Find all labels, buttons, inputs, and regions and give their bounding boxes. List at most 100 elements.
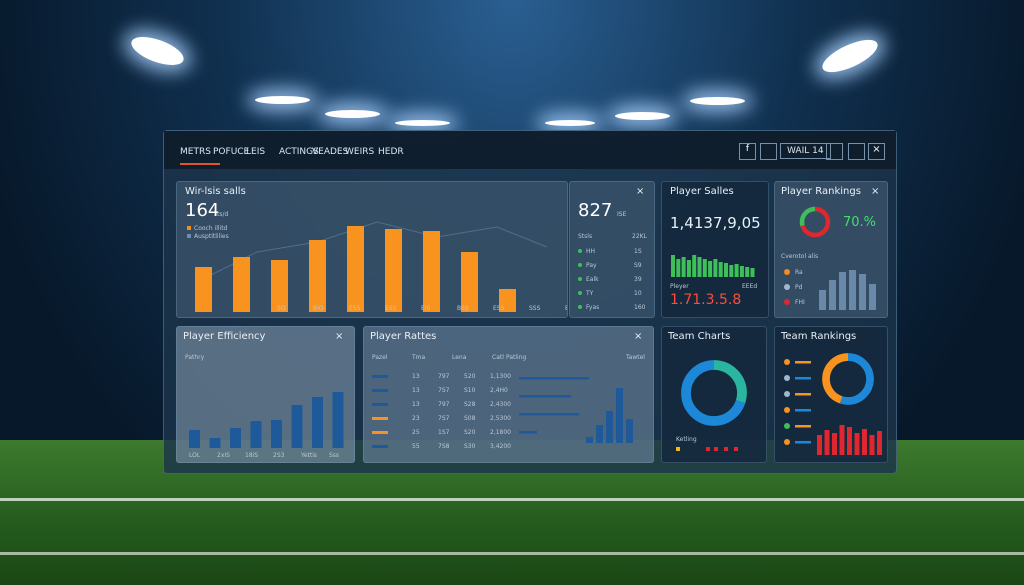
panel-title: Player Rankings — [781, 186, 861, 197]
bar — [739, 266, 744, 277]
floodlight — [690, 97, 745, 105]
row-icon — [784, 269, 790, 275]
hbar — [519, 413, 579, 416]
bar — [499, 289, 516, 312]
table-cell: 55 — [412, 443, 420, 450]
nav-item[interactable]: METRS — [180, 147, 211, 157]
bar — [718, 262, 723, 277]
icon-button[interactable] — [826, 143, 843, 160]
caption: Pleyer — [670, 283, 689, 290]
bar — [859, 274, 866, 310]
panel-svg: Team Charts Ketling — [667, 331, 747, 451]
bar — [839, 272, 846, 310]
bar — [839, 425, 845, 455]
status-dot — [578, 263, 582, 267]
row-icon — [784, 407, 790, 413]
bar — [676, 259, 681, 277]
floodlight — [325, 110, 380, 118]
bar — [309, 240, 326, 312]
table-header: Patling — [506, 354, 527, 361]
legend-entry: Ausptitlilies — [194, 233, 229, 240]
kpi-value: 164 — [185, 200, 219, 221]
nav-item[interactable]: HEDR — [378, 147, 404, 157]
bar — [862, 429, 867, 455]
x-tick-label: SSS — [529, 305, 541, 312]
bar — [734, 264, 739, 277]
dashboard: f WAIL 14 × METRS POFUCE LEIS ACTINGS VEADES… — [163, 130, 897, 474]
bar — [702, 259, 707, 277]
table-cell: S20 — [464, 429, 476, 436]
bar — [729, 265, 734, 277]
hbar — [519, 395, 571, 398]
icon-button[interactable] — [760, 143, 777, 160]
row-value: 160 — [634, 304, 646, 311]
caption: Pathry — [185, 354, 205, 361]
row-label: FHI — [795, 299, 805, 306]
status-dot — [578, 305, 582, 309]
table-cell: S10 — [464, 387, 476, 394]
bar — [606, 411, 613, 443]
nav-item[interactable]: WEIRS — [345, 147, 375, 157]
nav-item[interactable]: ACTINGS — [279, 147, 319, 157]
icon-button[interactable]: f — [739, 143, 756, 160]
row-icon — [784, 299, 790, 305]
panel-stat: × 827 ISE Stsls 22KL HH 1S Pay S9 Ealk 39 TY 10 Fyas 1… — [569, 181, 655, 318]
floodlight — [615, 112, 670, 120]
table-cell: 7S8 — [438, 443, 450, 450]
x-tick-label: EIS — [421, 305, 431, 312]
x-tick-label: BSS — [457, 305, 469, 312]
x-tick-label: ESS — [349, 305, 361, 312]
floodlight — [545, 120, 595, 126]
x-tick-label: ESS — [385, 305, 397, 312]
bar — [195, 267, 212, 312]
kpi-value: 1,4137,9,05 — [670, 214, 761, 232]
bar — [616, 388, 623, 443]
tag: EEEd — [742, 283, 757, 290]
row-chip — [372, 389, 388, 392]
row-icon — [784, 423, 790, 429]
nav-bar: f WAIL 14 × METRS POFUCE LEIS ACTINGS VEADES… — [164, 131, 896, 169]
bar — [332, 392, 344, 448]
bar — [461, 252, 478, 312]
row-value: 1S — [634, 248, 642, 255]
legend-swatch — [187, 226, 191, 230]
nav-item[interactable]: LEIS — [246, 147, 266, 157]
bar — [745, 267, 750, 277]
close-icon: × — [335, 331, 343, 342]
table-cell: 13 — [412, 387, 420, 394]
bar — [189, 430, 200, 448]
bar — [312, 397, 323, 448]
bar — [586, 437, 593, 443]
x-tick-label: 2xIS — [217, 452, 230, 459]
panel-svg: Player Efficiency × Pathry LOL 2xIS 18iS 2S3 Ye… — [183, 331, 344, 459]
panel-svg: Player Rankings × 70.% Cverotol alis Ra Pd FHI — [781, 186, 879, 310]
row-value: 10 — [634, 290, 642, 297]
legend-chip — [734, 447, 738, 451]
panel-efficiency: Player Efficiency × Pathry LOL 2xIS 18iS 2S3 Ye… — [176, 326, 355, 463]
x-tick-label: Sss — [329, 452, 339, 459]
close-icon: × — [636, 186, 644, 197]
icon-button[interactable] — [848, 143, 865, 160]
badge[interactable]: WAIL 14 — [780, 143, 831, 159]
nav-item[interactable]: VEADES — [312, 147, 349, 157]
donut-segment — [799, 206, 831, 238]
nav-item[interactable]: POFUCE — [213, 147, 250, 157]
x-tick-label: ESS — [565, 305, 567, 312]
table-cell: S08 — [464, 415, 476, 422]
panel-title: Team Charts — [667, 331, 730, 342]
bar — [832, 433, 837, 455]
bar — [686, 260, 691, 277]
table-cell: 2,1800 — [490, 429, 511, 436]
bar — [385, 229, 402, 312]
table-header: Tawtel — [625, 354, 645, 361]
kpi-value: 70.% — [843, 215, 876, 230]
row-chip — [795, 441, 811, 444]
panel-title: Player Salles — [670, 186, 734, 197]
row-chip — [795, 377, 811, 380]
close-button[interactable]: × — [868, 143, 885, 160]
row-chip — [372, 431, 388, 434]
table-cell: 23 — [412, 415, 420, 422]
panel-title: Player Rattes — [370, 331, 436, 342]
table-header: Lena — [452, 354, 467, 361]
